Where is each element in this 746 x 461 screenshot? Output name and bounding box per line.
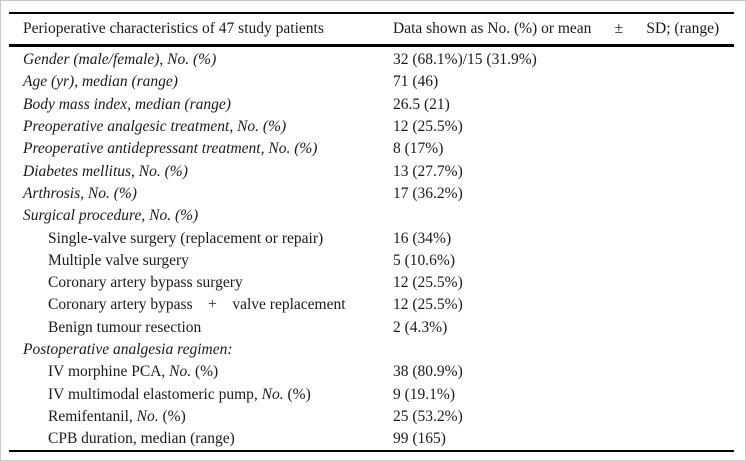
table-body: Gender (male/female), No. (%) 32 (68.1%)/… <box>9 47 734 450</box>
row-label-italic-part: Surgical procedure, No. (%) <box>23 207 199 225</box>
row-label: Preoperative antidepressant treatment, N… <box>9 140 393 158</box>
table-row: Coronary artery bypass + valve replaceme… <box>9 294 734 316</box>
row-label-italic-part: No. <box>136 407 159 425</box>
row-value: 71 (46) <box>393 73 439 91</box>
table-row: Coronary artery bypass surgery 12 (25.5%) <box>9 272 734 294</box>
row-label-italic-part: Arthrosis, No. (%) <box>23 184 137 202</box>
row-label-part: Coronary artery bypass surgery <box>48 274 243 292</box>
row-value: 99 (165) <box>393 430 446 448</box>
row-label-part: Multiple valve surgery <box>48 251 189 269</box>
row-label: IV morphine PCA, No. (%) <box>9 363 393 381</box>
row-value: 9 (19.1%) <box>393 385 455 403</box>
row-value: 32 (68.1%)/15 (31.9%) <box>393 51 537 69</box>
row-label-part: (%) <box>158 407 186 425</box>
table-row: Surgical procedure, No. (%) <box>9 205 734 227</box>
row-value: 12 (25.5%) <box>393 296 463 314</box>
table-row: IV multimodal elastomeric pump, No. (%) 9… <box>9 383 734 405</box>
row-label-italic-part: Gender (male/female), No. (%) <box>23 51 217 69</box>
table-row: Gender (male/female), No. (%) 32 (68.1%)/… <box>9 49 734 71</box>
row-label: Preoperative analgesic treatment, No. (%… <box>9 118 393 136</box>
row-label-italic-part: Diabetes mellitus, No. (%) <box>23 162 188 180</box>
row-label: Remifentanil, No. (%) <box>9 408 393 426</box>
row-value: 25 (53.2%) <box>393 407 463 425</box>
row-label: Age (yr), median (range) <box>9 73 393 91</box>
row-value: 12 (25.5%) <box>393 118 463 136</box>
table-row: Postoperative analgesia regimen: <box>9 339 734 361</box>
row-label-part: (%) <box>191 363 219 381</box>
table-row: Arthrosis, No. (%) 17 (36.2%) <box>9 183 734 205</box>
row-label-italic-part: Postoperative analgesia regimen: <box>23 341 233 358</box>
row-label-italic-part: Preoperative analgesic treatment, No. (%… <box>23 118 287 136</box>
row-label-italic-part: Preoperative antidepressant treatment, N… <box>23 140 318 158</box>
row-label-italic-part: No. <box>261 385 284 403</box>
row-label: Body mass index, median (range) <box>9 96 393 114</box>
row-value: 17 (36.2%) <box>393 184 463 202</box>
table-row: IV morphine PCA, No. (%) 38 (80.9%) <box>9 361 734 383</box>
row-label: Single-valve surgery (replacement or rep… <box>9 230 393 248</box>
row-label: Postoperative analgesia regimen: <box>9 341 393 359</box>
row-label: Surgical procedure, No. (%) <box>9 207 393 225</box>
row-label: Benign tumour resection <box>9 319 393 337</box>
table-header-row: Perioperative characteristics of 47 stud… <box>9 14 734 44</box>
table-row: CPB duration, median (range) 99 (165) <box>9 428 734 450</box>
table-row: Single-valve surgery (replacement or rep… <box>9 227 734 249</box>
row-value: 26.5 (21) <box>393 95 450 113</box>
row-label-part: CPB duration, median (range) <box>48 430 235 448</box>
row-label-part: Coronary artery bypass + valve replaceme… <box>48 296 346 314</box>
table-row: Age (yr), median (range) 71 (46) <box>9 71 734 93</box>
row-label: Multiple valve surgery <box>9 252 393 270</box>
row-label: Gender (male/female), No. (%) <box>9 51 393 69</box>
row-label-part: Single-valve surgery (replacement or rep… <box>48 229 324 247</box>
row-label-italic-part: Body mass index, median (range) <box>23 95 231 113</box>
table-row: Benign tumour resection 2 (4.3%) <box>9 317 734 339</box>
row-label: Arthrosis, No. (%) <box>9 185 393 203</box>
table-row: Preoperative analgesic treatment, No. (%… <box>9 116 734 138</box>
row-label: Coronary artery bypass surgery <box>9 274 393 292</box>
row-label: IV multimodal elastomeric pump, No. (%) <box>9 386 393 404</box>
row-label-part: (%) <box>283 385 311 403</box>
table-header-characteristics: Perioperative characteristics of 47 stud… <box>23 20 324 37</box>
table-row: Diabetes mellitus, No. (%) 13 (27.7%) <box>9 160 734 182</box>
row-value: 12 (25.5%) <box>393 274 463 292</box>
table-row: Preoperative antidepressant treatment, N… <box>9 138 734 160</box>
row-label-part: IV multimodal elastomeric pump, <box>48 385 262 403</box>
table-row: Remifentanil, No. (%) 25 (53.2%) <box>9 406 734 428</box>
perioperative-characteristics-table: Perioperative characteristics of 47 stud… <box>9 12 734 453</box>
row-label-italic-part: No. <box>169 363 192 381</box>
table-header-separator-rule <box>9 44 734 47</box>
row-label-part: Remifentanil, <box>48 407 137 425</box>
table-bottom-rule <box>9 450 734 453</box>
table-header-data-format: Data shown as No. (%) or mean ± SD; (ran… <box>393 20 720 37</box>
row-label: Diabetes mellitus, No. (%) <box>9 163 393 181</box>
table-row: Multiple valve surgery 5 (10.6%) <box>9 250 734 272</box>
row-label-italic-part: Age (yr), median (range) <box>23 73 178 91</box>
row-label: CPB duration, median (range) <box>9 430 393 448</box>
row-value: 38 (80.9%) <box>393 363 463 381</box>
row-label: Coronary artery bypass + valve replaceme… <box>9 296 393 314</box>
row-value: 13 (27.7%) <box>393 162 463 180</box>
table-row: Body mass index, median (range) 26.5 (21) <box>9 94 734 116</box>
row-label-part: IV morphine PCA, <box>48 363 170 381</box>
row-value: 16 (34%) <box>393 229 452 247</box>
row-label-part: Benign tumour resection <box>48 318 202 336</box>
row-value: 2 (4.3%) <box>393 318 448 336</box>
row-value: 5 (10.6%) <box>393 251 455 269</box>
table-top-rule <box>9 12 734 14</box>
row-value: 8 (17%) <box>393 140 444 158</box>
